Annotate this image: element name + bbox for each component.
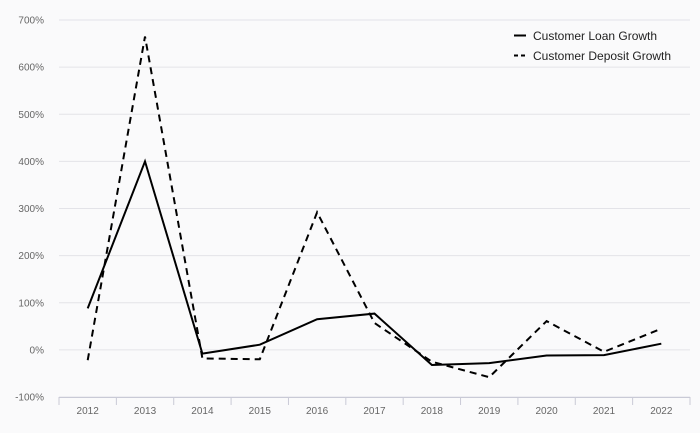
legend-entry-label: Customer Deposit Growth [533, 49, 671, 63]
y-tick-label: 700% [18, 16, 44, 27]
customer-deposit-growth-line [86, 36, 662, 379]
x-axis [58, 397, 691, 405]
x-tick-label: 2015 [249, 406, 272, 417]
x-tick-label: 2012 [77, 406, 100, 417]
y-tick-label: 400% [18, 157, 44, 168]
legend-entry-label: Customer Loan Growth [533, 29, 657, 43]
x-tick-label: 2016 [306, 406, 329, 417]
x-tick-label: 2022 [650, 406, 673, 417]
y-tick-label: 500% [18, 110, 44, 121]
y-tick-label: 100% [18, 298, 44, 309]
gridlines [59, 19, 690, 398]
x-tick-label: 2014 [191, 406, 214, 417]
x-tick-label: 2020 [535, 406, 558, 417]
y-tick-label: 600% [18, 63, 44, 74]
x-tick-label: 2021 [593, 406, 616, 417]
y-tick-label: -100% [15, 393, 44, 404]
x-tick-label: 2018 [421, 406, 444, 417]
x-tick-label: 2017 [363, 406, 386, 417]
x-tick-label: 2013 [134, 406, 157, 417]
legend: Customer Loan Growth Customer Deposit Gro… [514, 29, 671, 63]
x-axis-tick-labels: 2012 2013 2014 2015 2016 2017 2018 2019 2020 2021… [77, 406, 673, 417]
y-tick-label: 200% [18, 251, 44, 262]
customer-loan-growth-line [86, 158, 662, 367]
y-tick-label: 300% [18, 204, 44, 215]
series-lines [86, 36, 662, 379]
x-tick-label: 2019 [478, 406, 501, 417]
y-tick-label: 0% [30, 345, 45, 356]
y-axis-tick-labels: -100% 0% 100% 200% 300% 400% 500% 600% 700% [15, 16, 44, 404]
